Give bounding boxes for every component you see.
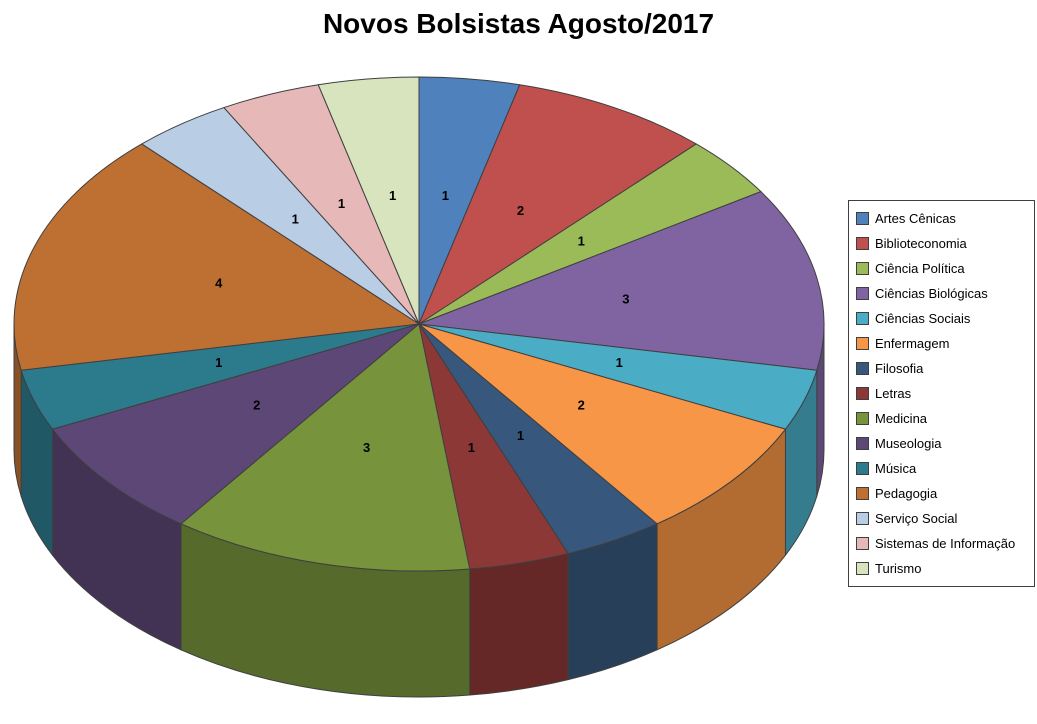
- slice-value-label-12: 1: [292, 212, 299, 227]
- legend-label: Turismo: [875, 561, 922, 576]
- legend-swatch: [856, 562, 869, 575]
- legend-item: Biblioteconomia: [852, 231, 1031, 256]
- pie-slice-14: [317, 76, 420, 325]
- slice-value-label-14: 1: [389, 188, 396, 203]
- legend-label: Letras: [875, 386, 912, 401]
- legend-swatch: [856, 312, 869, 325]
- legend-label: Música: [875, 461, 917, 476]
- legend-label: Filosofia: [875, 361, 924, 376]
- legend-item: Ciência Política: [852, 256, 1031, 281]
- slice-value-label-9: 2: [253, 397, 260, 412]
- legend-label: Artes Cênicas: [875, 211, 956, 226]
- pie-slice-wall-7: [469, 553, 569, 696]
- legend-item: Pedagogia: [852, 481, 1031, 506]
- legend-swatch: [856, 487, 869, 500]
- legend-item: Ciências Biológicas: [852, 281, 1031, 306]
- chart-title: Novos Bolsistas Agosto/2017: [322, 8, 715, 39]
- pie-slice-3: [418, 191, 825, 371]
- legend-label: Medicina: [875, 411, 928, 426]
- legend-item: Sistemas de Informação: [852, 531, 1031, 556]
- legend-swatch: [856, 262, 869, 275]
- legend-item: Serviço Social: [852, 506, 1031, 531]
- legend-label: Ciência Política: [875, 261, 965, 276]
- pie-slice-9: [52, 323, 420, 525]
- slice-value-label-10: 1: [215, 355, 222, 370]
- legend-item: Medicina: [852, 406, 1031, 431]
- legend-item: Letras: [852, 381, 1031, 406]
- legend: Artes Cênicas Biblioteconomia Ciência Polí…: [848, 200, 1035, 587]
- pie-slice-11: [13, 143, 420, 371]
- legend-item: Filosofia: [852, 356, 1031, 381]
- legend-label: Biblioteconomia: [875, 236, 967, 251]
- slice-value-label-1: 2: [517, 203, 524, 218]
- legend-label: Enfermagem: [875, 336, 950, 351]
- legend-swatch: [856, 337, 869, 350]
- legend-label: Ciências Biológicas: [875, 286, 988, 301]
- slice-value-label-7: 1: [468, 440, 475, 455]
- legend-swatch: [856, 512, 869, 525]
- legend-item: Enfermagem: [852, 331, 1031, 356]
- legend-swatch: [856, 212, 869, 225]
- legend-item: Música: [852, 456, 1031, 481]
- pie-slice-8: [180, 323, 471, 572]
- legend-swatch: [856, 362, 869, 375]
- legend-swatch: [856, 412, 869, 425]
- slice-value-label-5: 2: [578, 397, 585, 412]
- legend-label: Ciências Sociais: [875, 311, 971, 326]
- slice-value-label-3: 3: [622, 291, 629, 306]
- slice-value-label-6: 1: [517, 428, 524, 443]
- slice-value-label-8: 3: [363, 440, 370, 455]
- slice-value-label-13: 1: [338, 196, 345, 211]
- pie-slice-1: [418, 84, 697, 325]
- legend-swatch: [856, 287, 869, 300]
- slice-value-label-4: 1: [616, 355, 623, 370]
- legend-label: Serviço Social: [875, 511, 958, 526]
- legend-swatch: [856, 537, 869, 550]
- legend-label: Sistemas de Informação: [875, 536, 1016, 551]
- legend-item: Museologia: [852, 431, 1031, 456]
- legend-swatch: [856, 462, 869, 475]
- slice-value-label-0: 1: [442, 188, 449, 203]
- legend-item: Turismo: [852, 556, 1031, 581]
- legend-item: Artes Cênicas: [852, 206, 1031, 231]
- legend-label: Pedagogia: [875, 486, 938, 501]
- slice-value-label-2: 1: [578, 234, 585, 249]
- legend-item: Ciências Sociais: [852, 306, 1031, 331]
- legend-swatch: [856, 437, 869, 450]
- legend-swatch: [856, 237, 869, 250]
- slice-value-label-11: 4: [215, 276, 223, 291]
- legend-label: Museologia: [875, 436, 942, 451]
- legend-swatch: [856, 387, 869, 400]
- pie-slice-5: [418, 323, 786, 525]
